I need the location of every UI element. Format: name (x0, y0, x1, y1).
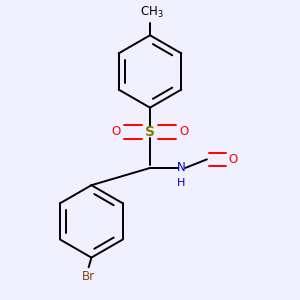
Text: CH$_3$: CH$_3$ (140, 5, 164, 20)
Text: O: O (180, 125, 189, 138)
Text: H: H (177, 178, 185, 188)
Text: Br: Br (82, 270, 95, 283)
Text: O: O (228, 153, 237, 166)
Text: O: O (111, 125, 120, 138)
Text: S: S (145, 125, 155, 139)
Text: N: N (177, 161, 185, 175)
